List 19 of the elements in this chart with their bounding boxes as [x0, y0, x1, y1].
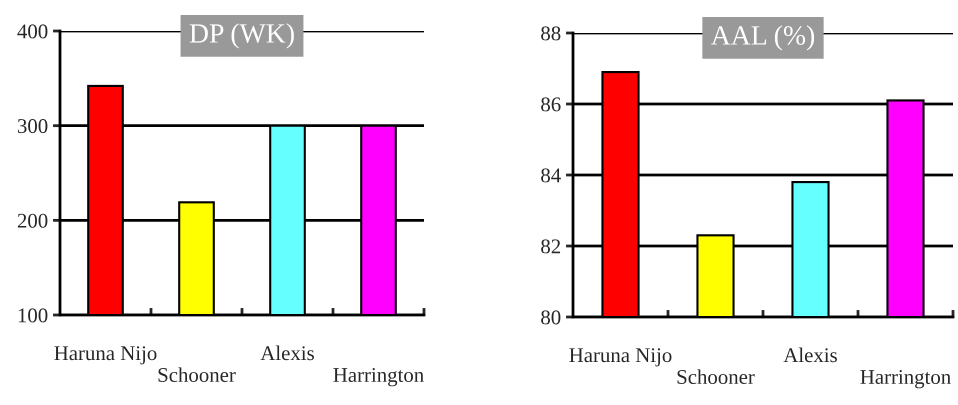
x-tick-label: Schooner — [158, 367, 236, 382]
y-tick-label: 200 — [18, 214, 48, 228]
x-tick-label: Haruna Nijo — [569, 348, 672, 366]
y-tick-label: 80 — [541, 310, 560, 324]
y-tick-label: 400 — [17, 24, 48, 38]
x-tick-label: Harrington — [333, 368, 424, 386]
x-tick-label: Schooner — [678, 369, 755, 384]
y-tick-label: 300 — [18, 119, 48, 134]
x-tick-label: Alexis — [260, 346, 314, 360]
y-tick-label: 84 — [541, 168, 561, 182]
y-tick-label: 88 — [541, 26, 560, 40]
x-tick-label: Haruna Nijo — [54, 346, 156, 364]
chart-title: DP (WK) — [190, 23, 294, 48]
y-tick-label: 82 — [541, 239, 560, 254]
y-tick-label: 86 — [541, 97, 561, 112]
x-tick-label: Harrington — [860, 370, 951, 388]
chart-title: AAL (%) — [710, 25, 814, 50]
y-tick-label: 100 — [18, 308, 48, 322]
x-tick-label: Alexis — [784, 348, 837, 362]
